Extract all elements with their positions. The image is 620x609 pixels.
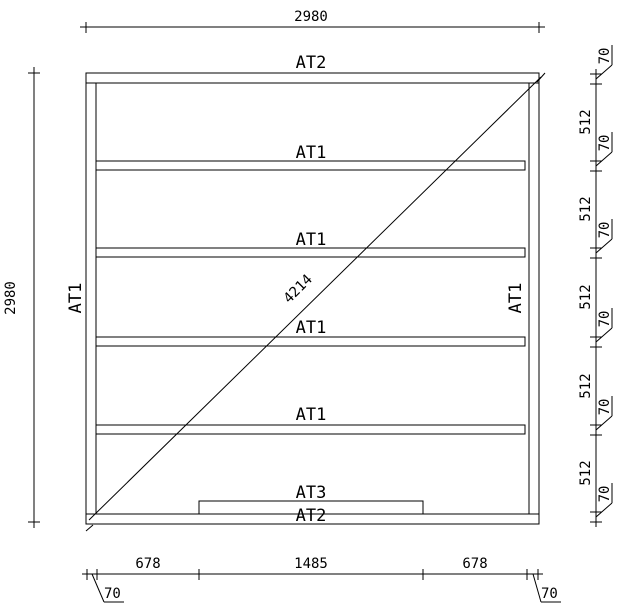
right-plate-6-label: 70 (597, 486, 613, 503)
right-chain-dimension: 70 70 70 70 70 70 512 512 512 512 512 (578, 45, 613, 527)
bottom-segment-3-label: 678 (462, 556, 487, 572)
top-width-dimension: 2980 (80, 9, 545, 33)
top-plate (85, 72, 540, 84)
bottom-left-stud-label: 70 (104, 586, 121, 602)
member-labels: AT2 AT1 AT1 AT1 AT1 AT3 AT2 AT1 AT1 4214 (66, 53, 526, 526)
diagonal-line (88, 76, 542, 521)
diagonal-length-label: 4214 (281, 272, 316, 307)
noggin-4 (95, 424, 526, 435)
right-spacing-4-label: 512 (578, 373, 594, 398)
bottom-chain-dimension: 678 1485 678 70 70 (82, 556, 561, 603)
sill-plate (198, 500, 424, 515)
top-plate-label: AT2 (296, 53, 327, 73)
noggin-3-label: AT1 (296, 318, 327, 338)
noggin-4-label: AT1 (296, 405, 327, 425)
sill-label: AT3 (296, 483, 327, 503)
noggin-3 (95, 336, 526, 347)
bottom-right-stud-label: 70 (541, 586, 558, 602)
right-spacing-2-label: 512 (578, 196, 594, 221)
right-plate-3-label: 70 (597, 222, 613, 239)
right-spacing-5-label: 512 (578, 460, 594, 485)
left-stud (85, 82, 97, 515)
bottom-plate-label: AT2 (296, 506, 327, 526)
noggin-2 (95, 247, 526, 258)
overall-height-label: 2980 (3, 281, 19, 315)
diagonal-tick-top (536, 72, 546, 83)
right-stud (528, 82, 540, 515)
right-leaders (595, 45, 613, 518)
right-plate-5-label: 70 (597, 399, 613, 416)
overall-width-label: 2980 (294, 9, 328, 25)
right-plate-4-label: 70 (597, 311, 613, 328)
bottom-segment-2-label: 1485 (294, 556, 328, 572)
noggin-1 (95, 160, 526, 171)
right-spacing-3-label: 512 (578, 284, 594, 309)
right-stud-label: AT1 (506, 283, 526, 314)
diagonal-tick-bottom (85, 524, 94, 532)
left-height-dimension: 2980 (3, 67, 40, 528)
bottom-segment-1-label: 678 (135, 556, 160, 572)
noggin-2-label: AT1 (296, 230, 327, 250)
frame-members (85, 72, 540, 525)
right-ticks (590, 73, 602, 523)
right-plate-2-label: 70 (597, 135, 613, 152)
noggin-1-label: AT1 (296, 143, 327, 163)
left-stud-label: AT1 (66, 283, 86, 314)
right-plate-1-label: 70 (597, 48, 613, 65)
right-spacing-1-label: 512 (578, 109, 594, 134)
